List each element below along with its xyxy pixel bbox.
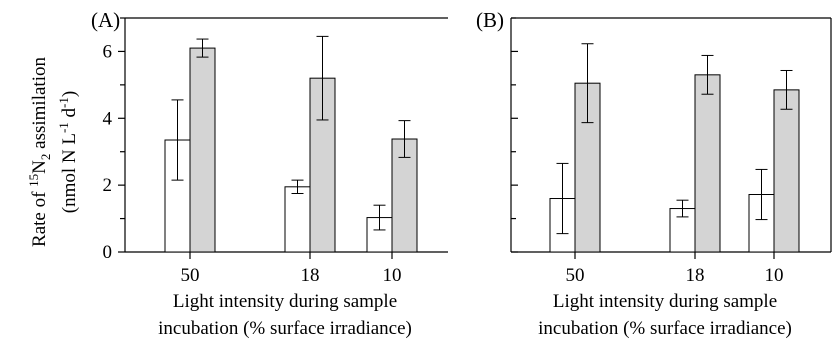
y-axis-title-line2: (nmol N L-1 d-1) [56,91,80,213]
panel-a: 0 2 4 6 50 18 10 [103,17,448,286]
x-tick-label-a: 10 [383,265,402,286]
x-tick-label-b: 10 [765,265,784,286]
y-tick-label-a: 2 [103,175,113,196]
panel-b: 50 18 10 [510,17,832,286]
y-axis-title-line1: Rate of 15N2 assimilation [26,57,53,247]
x-axis-title-a-line2: incubation (% surface irradiance) [158,318,412,339]
x-axis-title-b-line2: incubation (% surface irradiance) [538,318,792,339]
bar-grey-a-50 [189,47,216,253]
bar-grey-b-10 [773,89,800,253]
y-tick-label-a: 4 [103,108,113,129]
panel-label-b: (B) [476,8,504,32]
y-axis-title-group: Rate of 15N2 assimilation (nmol N L-1 d-… [26,57,80,247]
x-axis-title-b-line1: Light intensity during sample [553,291,777,312]
x-tick-label-b: 50 [566,265,585,286]
bar-grey-b-18 [694,74,721,253]
bar-grey-a-18 [309,77,336,253]
y-tick-label-a: 6 [103,41,113,62]
bar-open-a-18 [284,186,311,253]
x-tick-label-b: 18 [686,265,705,286]
panel-label-a: (A) [91,8,120,32]
y-tick-label-a: 0 [103,242,113,263]
x-tick-label-a: 50 [181,265,200,286]
x-tick-label-a: 18 [301,265,320,286]
x-axis-title-a-line1: Light intensity during sample [173,291,397,312]
